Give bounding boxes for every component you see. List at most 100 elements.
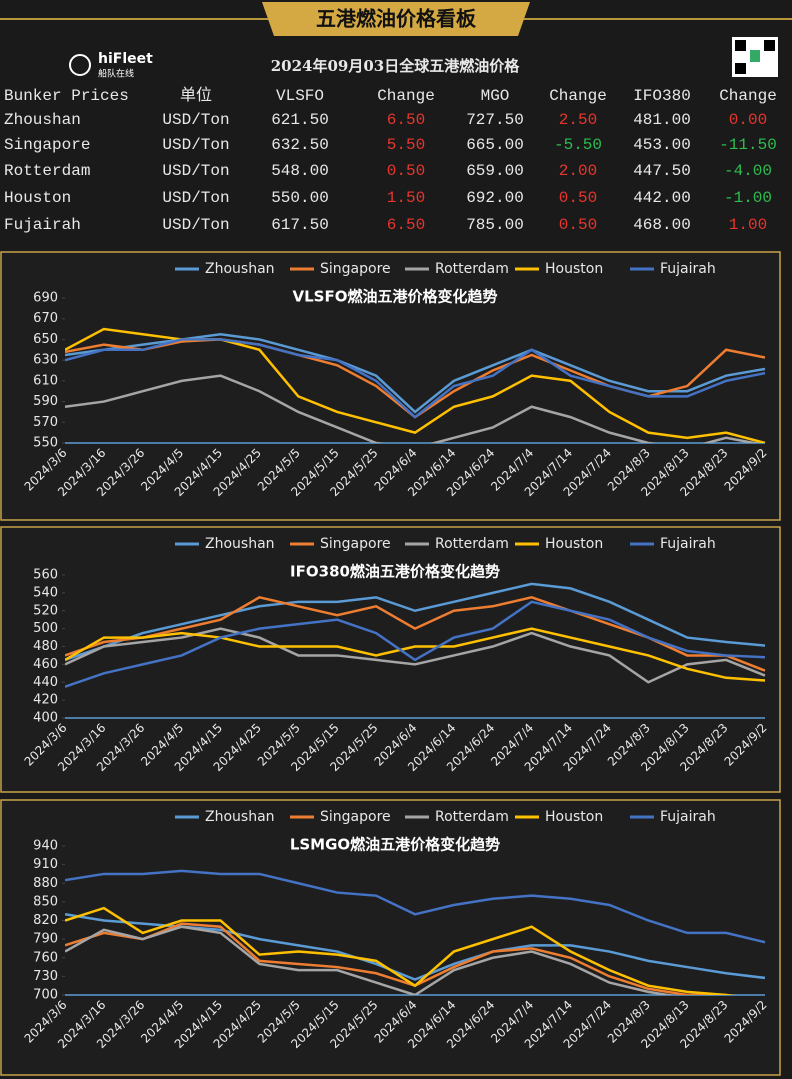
- change-cell: 0.50: [559, 216, 597, 234]
- legend-label: Zhoushan: [205, 536, 275, 552]
- y-tick-label: 880: [33, 876, 58, 891]
- legend-label: Rotterdam: [435, 809, 509, 825]
- logo-icon: [69, 54, 91, 76]
- series-line: [65, 338, 766, 419]
- legend-label: Fujairah: [660, 536, 716, 552]
- y-tick-label: 820: [33, 913, 58, 928]
- chart-panel: [0, 526, 781, 793]
- y-tick-label: 730: [33, 969, 58, 984]
- y-tick-label: 790: [33, 932, 58, 947]
- y-tick-label: 760: [33, 950, 58, 965]
- legend-label: Zhoushan: [205, 261, 275, 277]
- y-tick-label: 610: [33, 373, 58, 388]
- y-tick-label: 500: [33, 621, 58, 636]
- table-cell: 632.50: [271, 136, 329, 154]
- y-tick-label: 480: [33, 639, 58, 654]
- qr-corner: [764, 40, 775, 51]
- series-line: [65, 600, 766, 688]
- legend-label: Singapore: [320, 536, 391, 552]
- y-tick-label: 560: [33, 568, 58, 583]
- series-line: [65, 906, 736, 995]
- table-header: MGO: [481, 87, 510, 105]
- table-cell: 659.00: [466, 162, 524, 180]
- change-cell: -5.50: [554, 136, 602, 154]
- qr-center: [750, 50, 760, 62]
- logo-name: hiFleet: [98, 51, 153, 67]
- banner-box: [262, 2, 530, 36]
- chart-title: IFO380燃油五港价格变化趋势: [290, 563, 500, 581]
- y-tick-label: 570: [33, 415, 58, 430]
- change-cell: -4.00: [724, 162, 772, 180]
- y-tick-label: 940: [33, 839, 58, 854]
- legend-label: Fujairah: [660, 809, 716, 825]
- qr-corner: [735, 63, 746, 74]
- table-cell: 727.50: [466, 111, 524, 129]
- change-cell: 1.50: [387, 189, 425, 207]
- legend-label: Rotterdam: [435, 261, 509, 277]
- table-cell: Houston: [4, 189, 71, 207]
- table-cell: 617.50: [271, 216, 329, 234]
- y-tick-label: 670: [33, 311, 58, 326]
- table-cell: USD/Ton: [162, 162, 229, 180]
- y-tick-label: 460: [33, 657, 58, 672]
- table-cell: 453.00: [633, 136, 691, 154]
- legend-label: Fujairah: [660, 261, 716, 277]
- legend-label: Houston: [545, 809, 603, 825]
- table-cell: USD/Ton: [162, 189, 229, 207]
- table-cell: 621.50: [271, 111, 329, 129]
- y-tick-label: 550: [33, 436, 58, 451]
- legend-label: Zhoushan: [205, 809, 275, 825]
- change-cell: 6.50: [387, 111, 425, 129]
- chart-title: VLSFO燃油五港价格变化趋势: [293, 288, 498, 306]
- y-tick-label: 440: [33, 675, 58, 690]
- banner-title: 五港燃油价格看板: [316, 7, 477, 31]
- table-header: Change: [377, 87, 435, 105]
- table-cell: 550.00: [271, 189, 329, 207]
- table-header: VLSFO: [276, 87, 324, 105]
- table-cell: 548.00: [271, 162, 329, 180]
- table-cell: 447.50: [633, 162, 691, 180]
- series-line: [65, 374, 761, 443]
- change-cell: 0.00: [729, 111, 767, 129]
- change-cell: 2.50: [559, 111, 597, 129]
- change-cell: 2.00: [559, 162, 597, 180]
- y-tick-label: 650: [33, 332, 58, 347]
- table-cell: 665.00: [466, 136, 524, 154]
- chart-title: LSMGO燃油五港价格变化趋势: [290, 836, 500, 854]
- table-cell: Zhoushan: [4, 111, 81, 129]
- change-cell: -1.00: [724, 189, 772, 207]
- change-cell: 6.50: [387, 216, 425, 234]
- table-title: 2024年09月03日全球五港燃油价格: [271, 57, 520, 75]
- qr-code: [732, 37, 778, 77]
- table-header: IFO380: [633, 87, 691, 105]
- table-cell: USD/Ton: [162, 136, 229, 154]
- change-cell: -11.50: [719, 136, 777, 154]
- table-cell: 481.00: [633, 111, 691, 129]
- legend-label: Singapore: [320, 809, 391, 825]
- y-tick-label: 630: [33, 353, 58, 368]
- y-tick-label: 910: [33, 857, 58, 872]
- series-line: [65, 869, 766, 944]
- chart-panel: [0, 251, 781, 521]
- legend-label: Rotterdam: [435, 536, 509, 552]
- table-cell: 442.00: [633, 189, 691, 207]
- table-header: Change: [719, 87, 777, 105]
- y-tick-label: 420: [33, 693, 58, 708]
- table-cell: 692.00: [466, 189, 524, 207]
- table-cell: Singapore: [4, 136, 90, 154]
- table-header: Change: [549, 87, 607, 105]
- table-cell: Rotterdam: [4, 162, 90, 180]
- y-tick-label: 540: [33, 585, 58, 600]
- table-cell: Fujairah: [4, 216, 81, 234]
- qr-corner: [735, 40, 746, 51]
- table-header: Bunker Prices: [4, 87, 129, 105]
- table-cell: USD/Ton: [162, 216, 229, 234]
- y-tick-label: 690: [33, 291, 58, 306]
- y-tick-label: 520: [33, 603, 58, 618]
- y-tick-label: 400: [33, 711, 58, 726]
- legend-label: Houston: [545, 536, 603, 552]
- change-cell: 1.00: [729, 216, 767, 234]
- change-cell: 0.50: [387, 162, 425, 180]
- legend-label: Singapore: [320, 261, 391, 277]
